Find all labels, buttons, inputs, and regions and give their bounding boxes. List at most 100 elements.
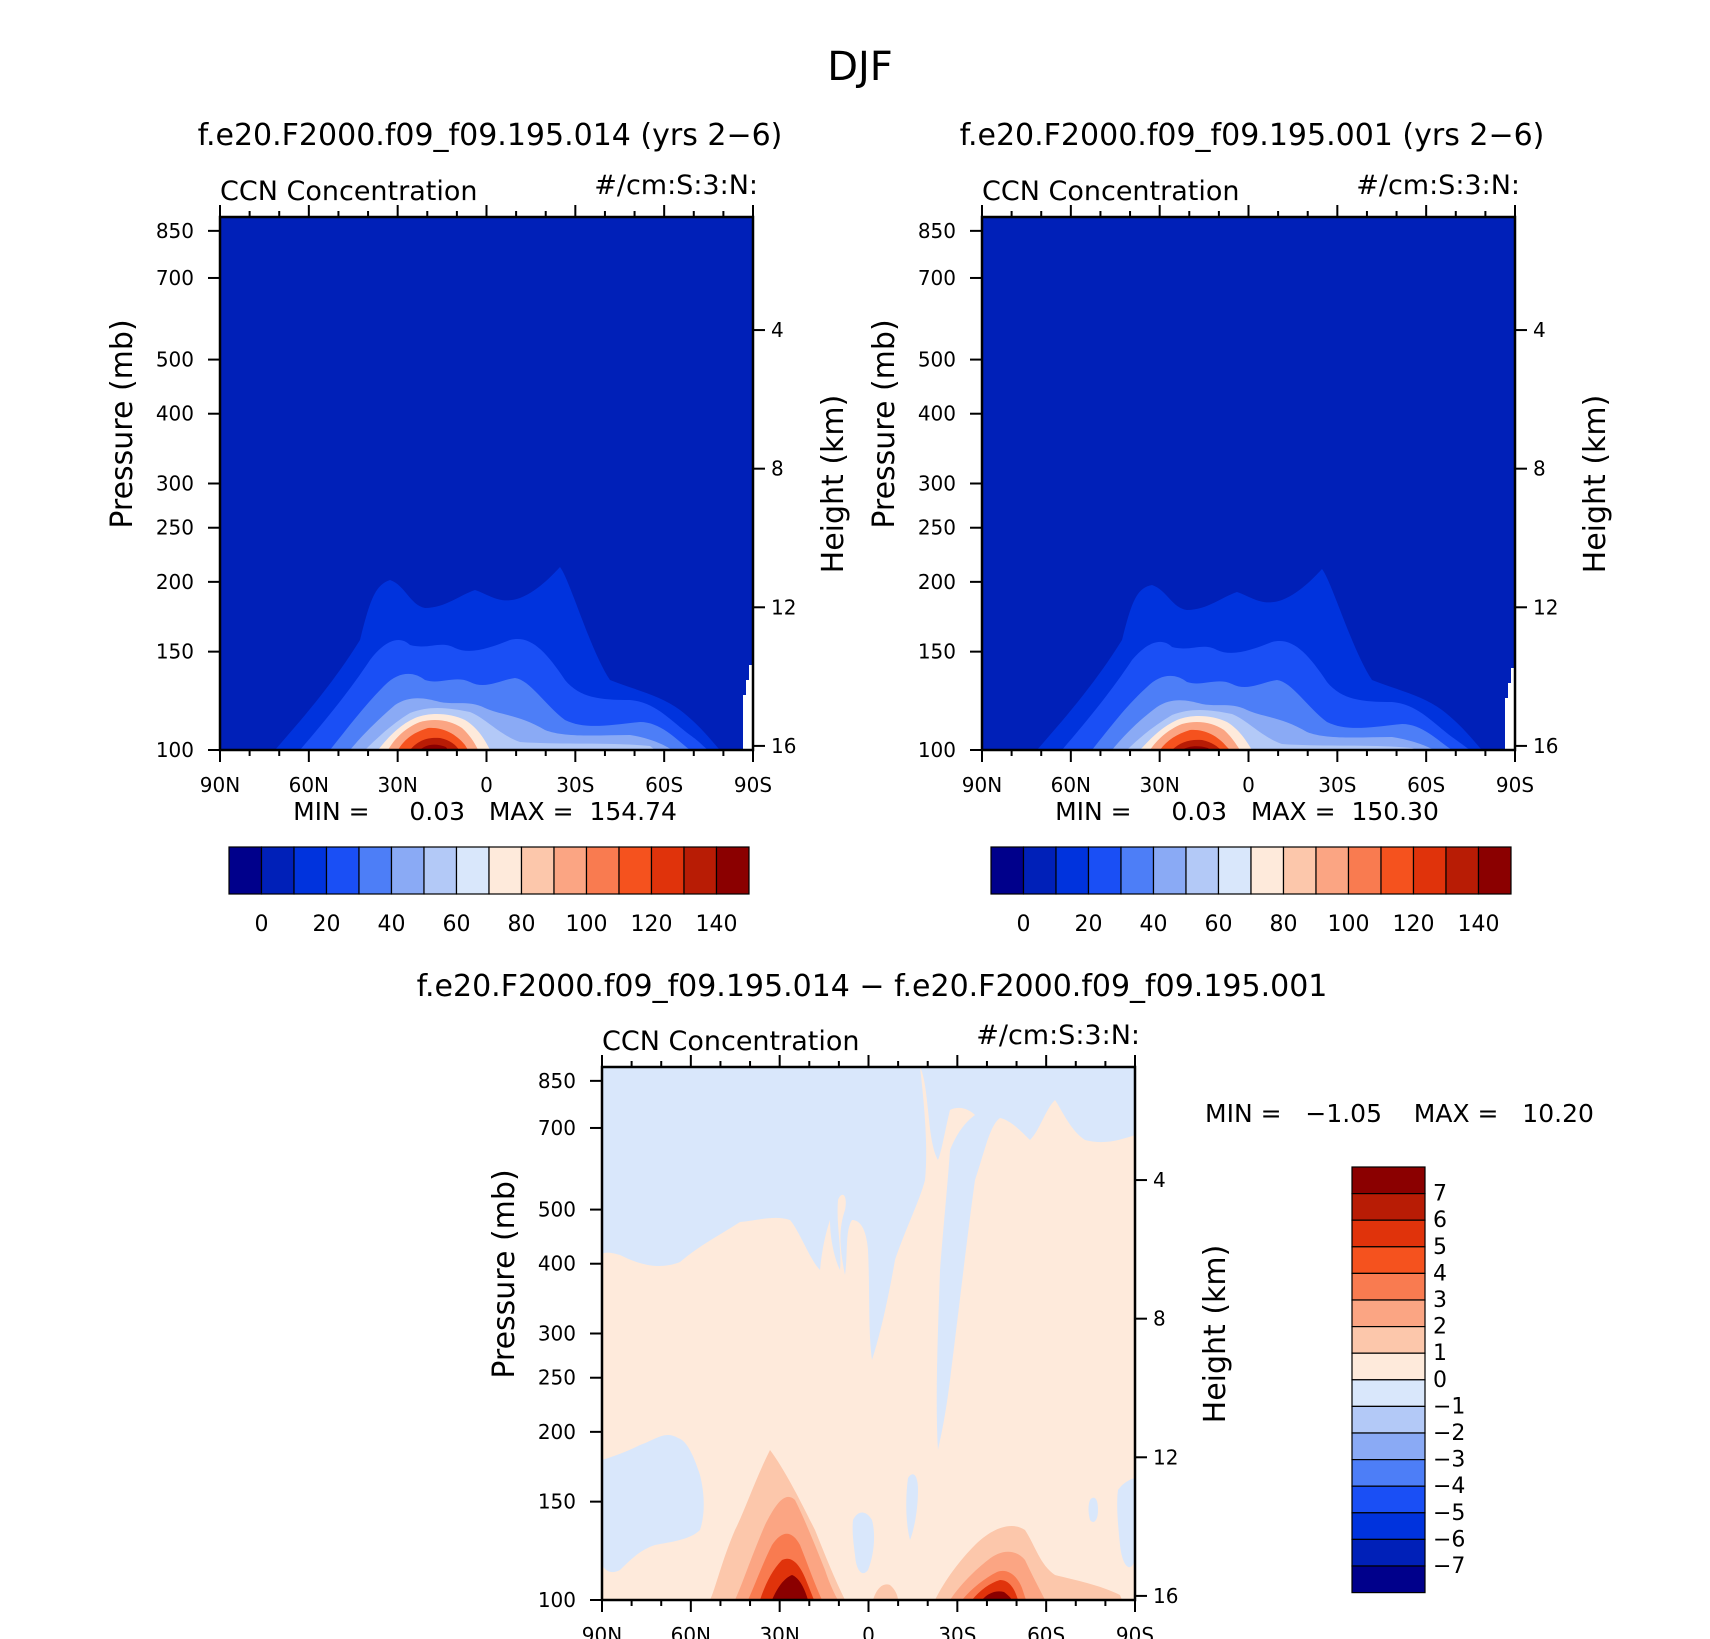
height-tick-label: 8 — [1533, 457, 1546, 481]
pressure-tick-label: 700 — [156, 266, 194, 290]
lat-tick-label: 90N — [582, 1623, 622, 1639]
pressure-tick-label: 850 — [918, 219, 956, 243]
contour-field — [982, 217, 1515, 750]
panel-p2: f.e20.F2000.f09_f09.195.001 (yrs 2−6) CC… — [867, 118, 1613, 937]
colorbar-box — [228, 846, 263, 895]
pressure-tick-label: 150 — [918, 640, 956, 664]
height-tick-label: 4 — [771, 318, 784, 342]
colorbar-box — [1351, 1432, 1426, 1461]
variable-label: CCN Concentration — [982, 176, 1240, 207]
lat-tick-label: 60N — [289, 773, 329, 797]
colorbar-box — [1351, 1219, 1426, 1248]
colorbar-label: 3 — [1433, 1288, 1447, 1313]
colorbar-box — [1185, 846, 1220, 895]
pressure-tick-label: 400 — [918, 402, 956, 426]
panel-title: f.e20.F2000.f09_f09.195.001 (yrs 2−6) — [960, 118, 1545, 153]
colorbar-label: 100 — [566, 912, 608, 937]
colorbar-label: 20 — [313, 912, 341, 937]
colorbar-box — [650, 846, 685, 895]
lat-tick-label: 30S — [556, 773, 594, 797]
negative-region-equator — [852, 1512, 875, 1574]
colorbar-box — [1351, 1485, 1426, 1514]
colorbar-label: 4 — [1433, 1261, 1447, 1286]
lat-tick-label: 60S — [645, 773, 683, 797]
colorbar-label: 80 — [508, 912, 536, 937]
colorbar-label: −2 — [1433, 1421, 1465, 1446]
contour-level-1-eq — [873, 1584, 898, 1600]
negative-region-right-lower — [1117, 1478, 1135, 1568]
colorbar-label: 80 — [1270, 912, 1298, 937]
colorbar-box — [260, 846, 295, 895]
colorbar-label: 140 — [1458, 912, 1500, 937]
panel-p3: f.e20.F2000.f09_f09.195.014 − f.e20.F200… — [417, 969, 1594, 1639]
colorbar-box — [1445, 846, 1480, 895]
pressure-tick-label: 150 — [156, 640, 194, 664]
colorbar-box — [1351, 1538, 1426, 1567]
pressure-tick-label: 100 — [918, 738, 956, 762]
missing-data-region — [743, 665, 753, 750]
pressure-tick-label: 700 — [538, 1116, 576, 1140]
colorbar: 0 20 40 60 80 100 120 140 — [990, 846, 1512, 937]
colorbar-box — [618, 846, 653, 895]
colorbar-box — [488, 846, 523, 895]
pressure-tick-label: 400 — [156, 402, 194, 426]
colorbar-box — [1351, 1565, 1426, 1594]
lat-tick-label: 90S — [1116, 1623, 1154, 1639]
colorbar-label: 60 — [443, 912, 471, 937]
colorbar-label: 120 — [631, 912, 673, 937]
min-max-label: MIN = −1.05 MAX = 10.20 — [1205, 1099, 1594, 1128]
units-label: #/cm:S:3:N: — [1356, 170, 1520, 201]
contour-level-130 — [1172, 739, 1221, 750]
variable-label: CCN Concentration — [602, 1026, 860, 1057]
colorbar-box — [358, 846, 393, 895]
y-axis-label: Pressure (mb) — [867, 319, 902, 528]
colorbar-box — [1152, 846, 1187, 895]
axis-ticks: 100 150 200 250 300 400 500 700 850 16 12 8 4 90N 60N 3… — [918, 205, 1558, 797]
y2-axis-label: Height (km) — [816, 395, 851, 574]
min-max-label: MIN = 0.03 MAX = 154.74 — [293, 797, 677, 826]
height-tick-label: 12 — [771, 595, 796, 619]
panel-title: f.e20.F2000.f09_f09.195.014 − f.e20.F200… — [417, 969, 1328, 1004]
colorbar-box — [390, 846, 425, 895]
colorbar-label: −6 — [1433, 1527, 1465, 1552]
missing-data-region — [1505, 668, 1515, 750]
negative-region-60s — [1088, 1497, 1098, 1522]
pressure-tick-label: 100 — [156, 738, 194, 762]
colorbar-box — [1351, 1166, 1426, 1195]
height-tick-label: 4 — [1153, 1168, 1166, 1192]
colorbar-box — [1217, 846, 1252, 895]
axis-ticks: 100 150 200 250 300 400 500 700 850 16 12 8 4 90N 60N 3… — [538, 1055, 1178, 1639]
y-axis-label: Pressure (mb) — [487, 1169, 522, 1378]
colorbar-label: 40 — [1140, 912, 1168, 937]
height-tick-label: 12 — [1533, 595, 1558, 619]
colorbar-label: 0 — [1017, 912, 1031, 937]
height-tick-label: 12 — [1153, 1445, 1178, 1469]
colorbar-label: −3 — [1433, 1448, 1465, 1473]
colorbar-label: 2 — [1433, 1315, 1447, 1340]
colorbar-label: −5 — [1433, 1501, 1465, 1526]
lat-tick-label: 60S — [1407, 773, 1445, 797]
colorbar-box — [1351, 1246, 1426, 1275]
colorbar-label: 60 — [1205, 912, 1233, 937]
lat-tick-label: 60N — [671, 1623, 711, 1639]
lat-tick-label: 30N — [377, 773, 417, 797]
contour-level-130 — [410, 737, 459, 750]
y2-axis-label: Height (km) — [1578, 395, 1613, 574]
pressure-tick-label: 200 — [156, 570, 194, 594]
pressure-tick-label: 500 — [538, 1198, 576, 1222]
lat-tick-label: 0 — [480, 773, 493, 797]
colorbar: 0 20 40 60 80 100 120 140 — [228, 846, 750, 937]
lat-tick-label: 0 — [862, 1623, 875, 1639]
negative-region-left-lower — [602, 1435, 704, 1573]
y2-axis-label: Height (km) — [1198, 1245, 1233, 1424]
contour-level-7-nh — [772, 1575, 808, 1600]
height-tick-label: 16 — [771, 734, 796, 758]
pressure-tick-label: 850 — [156, 219, 194, 243]
lat-tick-label: 30N — [1139, 773, 1179, 797]
height-tick-label: 8 — [771, 457, 784, 481]
colorbar-box — [553, 846, 588, 895]
colorbar-box — [293, 846, 328, 895]
lat-tick-label: 90S — [1496, 773, 1534, 797]
colorbar-box — [1351, 1352, 1426, 1381]
